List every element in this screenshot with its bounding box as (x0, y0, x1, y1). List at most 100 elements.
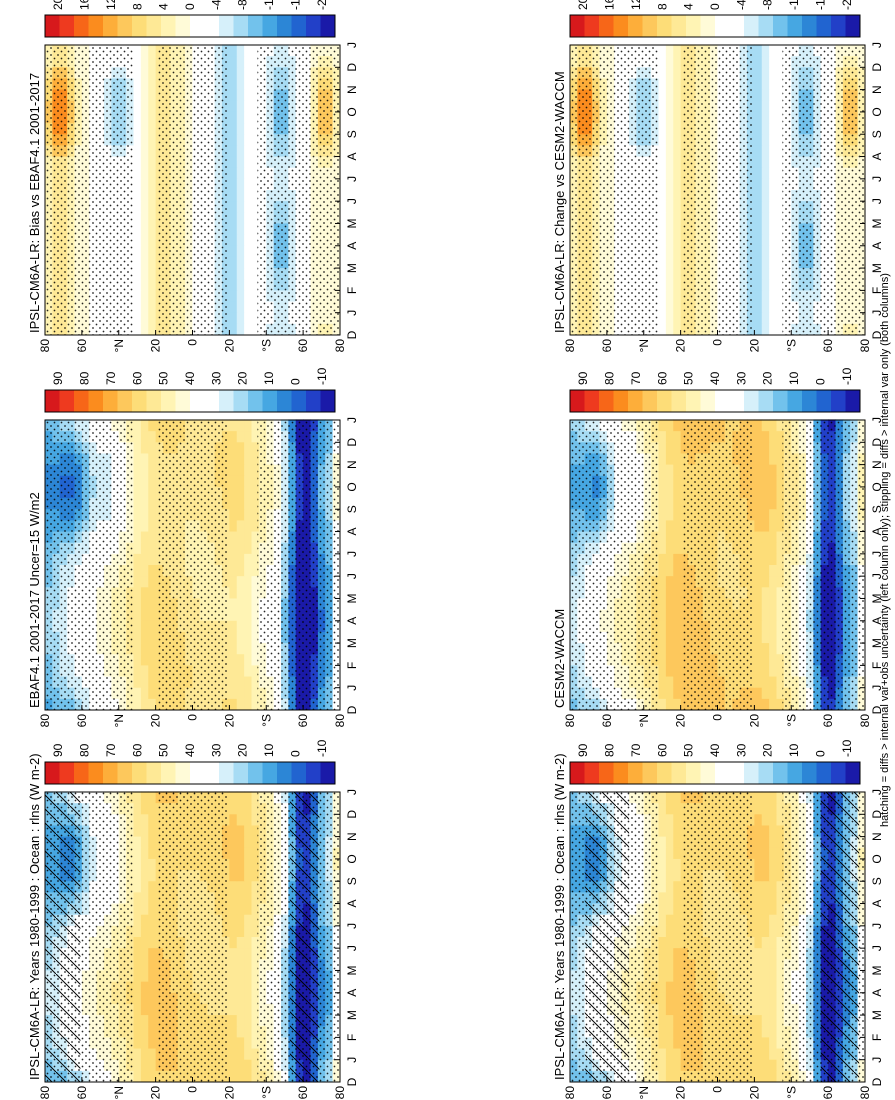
heatmap-cell (244, 211, 253, 224)
heatmap-cell (754, 1059, 763, 1071)
heatmap-cell (140, 245, 149, 257)
heatmap-cell (229, 55, 238, 68)
heatmap-cell (665, 1014, 674, 1027)
heatmap-cell (761, 992, 770, 1004)
heatmap-cell (236, 441, 245, 454)
heatmap-cell (140, 234, 149, 246)
heatmap-cell (236, 278, 245, 291)
heatmap-cell (754, 992, 763, 1004)
heatmap-cell (148, 155, 157, 168)
heatmap-cell (133, 847, 142, 859)
heatmap-cell (673, 586, 682, 599)
heatmap-cell (133, 791, 142, 804)
heatmap-cell (236, 902, 245, 915)
x-tick-label: O (870, 854, 884, 863)
heatmap-cell (148, 486, 157, 499)
heatmap-cell (236, 1070, 245, 1082)
x-tick-label: A (345, 989, 359, 997)
heatmap-cell (236, 564, 245, 577)
heatmap-cell (229, 542, 238, 554)
y-tick-label: 80 (38, 714, 52, 728)
heatmap-cell (665, 620, 674, 632)
heatmap-cell (133, 698, 142, 710)
heatmap-cell (140, 824, 149, 837)
heatmap-cell (236, 256, 245, 269)
heatmap-cell (244, 664, 253, 677)
heatmap-cell (761, 947, 770, 960)
heatmap-cell (140, 891, 149, 904)
heatmap-cell (244, 1003, 253, 1016)
heatmap-cell (754, 687, 763, 699)
heatmap-cell (140, 508, 149, 521)
heatmap-cell (244, 245, 253, 257)
heatmap-cell (754, 869, 763, 882)
heatmap-cell (244, 234, 253, 246)
heatmap-cell (140, 267, 149, 280)
heatmap-cell (754, 947, 763, 960)
heatmap-cell (229, 914, 238, 926)
x-tick-label: J (345, 176, 359, 182)
heatmap-cell (133, 836, 142, 848)
heatmap-cell (133, 111, 142, 124)
heatmap-cell (244, 836, 253, 848)
heatmap-cell (229, 642, 238, 655)
heatmap-cell (133, 189, 142, 202)
heatmap-cell (140, 675, 149, 688)
heatmap-cell (148, 1014, 157, 1027)
heatmap-cell (236, 1059, 245, 1071)
heatmap-cell (754, 958, 763, 971)
heatmap-cell (754, 891, 763, 904)
heatmap-cell (236, 791, 245, 804)
heatmap-cell (658, 1014, 667, 1027)
heatmap-cell (140, 1036, 149, 1049)
heatmap-cell (229, 89, 238, 101)
x-tick-label: D (345, 330, 359, 339)
heatmap-cell (140, 111, 149, 124)
heatmap-cell (133, 289, 142, 302)
heatmap-cell (133, 802, 142, 815)
heatmap-cell (244, 687, 253, 699)
heatmap-cell (133, 475, 142, 487)
heatmap-cell (133, 155, 142, 168)
x-tick-label: O (345, 482, 359, 491)
heatmap-cell (754, 542, 763, 554)
heatmap-cell (140, 836, 149, 848)
heatmap-cell (754, 836, 763, 848)
heatmap-cell (769, 836, 778, 848)
heatmap-cell (244, 441, 253, 454)
heatmap-cell (236, 475, 245, 487)
y-tick-label: 80 (38, 339, 52, 353)
heatmap-cell (244, 167, 253, 179)
heatmap-cell (148, 620, 157, 632)
heatmap-cell (244, 675, 253, 688)
heatmap-cell (229, 575, 238, 588)
heatmap-cell (665, 687, 674, 699)
panel-title: IPSL-CM6A-LR: Years 1980-1999 : Ocean : … (27, 753, 42, 1080)
x-tick-label: S (345, 130, 359, 138)
heatmap-cell (229, 813, 238, 826)
heatmap-cell (229, 858, 238, 871)
y-tick-label: 80 (38, 1086, 52, 1100)
heatmap-cell (229, 289, 238, 302)
heatmap-cell (148, 542, 157, 554)
heatmap-cell (140, 486, 149, 499)
heatmap-cell (140, 1059, 149, 1071)
heatmap-cell (133, 200, 142, 213)
heatmap-cell (665, 981, 674, 993)
heatmap-cell (140, 802, 149, 815)
heatmap-cell (236, 111, 245, 124)
heatmap-cell (148, 323, 157, 335)
heatmap-cell (236, 144, 245, 157)
heatmap-cell (236, 267, 245, 280)
heatmap-cell (229, 869, 238, 882)
x-tick-label: M (345, 1010, 359, 1020)
heatmap-cell (244, 858, 253, 871)
heatmap-cell (140, 452, 149, 465)
heatmap-cell (133, 519, 142, 532)
heatmap-cell (140, 1025, 149, 1038)
x-tick-label: A (345, 528, 359, 536)
heatmap-cell (769, 1014, 778, 1027)
heatmap-cell (761, 902, 770, 915)
